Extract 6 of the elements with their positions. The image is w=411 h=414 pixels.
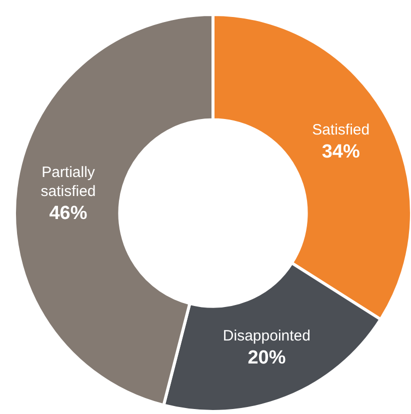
slice-label: Partially satisfied (40, 164, 96, 200)
slice-label: Satisfied (312, 121, 370, 138)
data-label: 46% (49, 202, 88, 224)
data-label: 20% (248, 347, 286, 368)
slice-label: Disappointed (222, 327, 310, 344)
data-label: 34% (322, 141, 360, 162)
